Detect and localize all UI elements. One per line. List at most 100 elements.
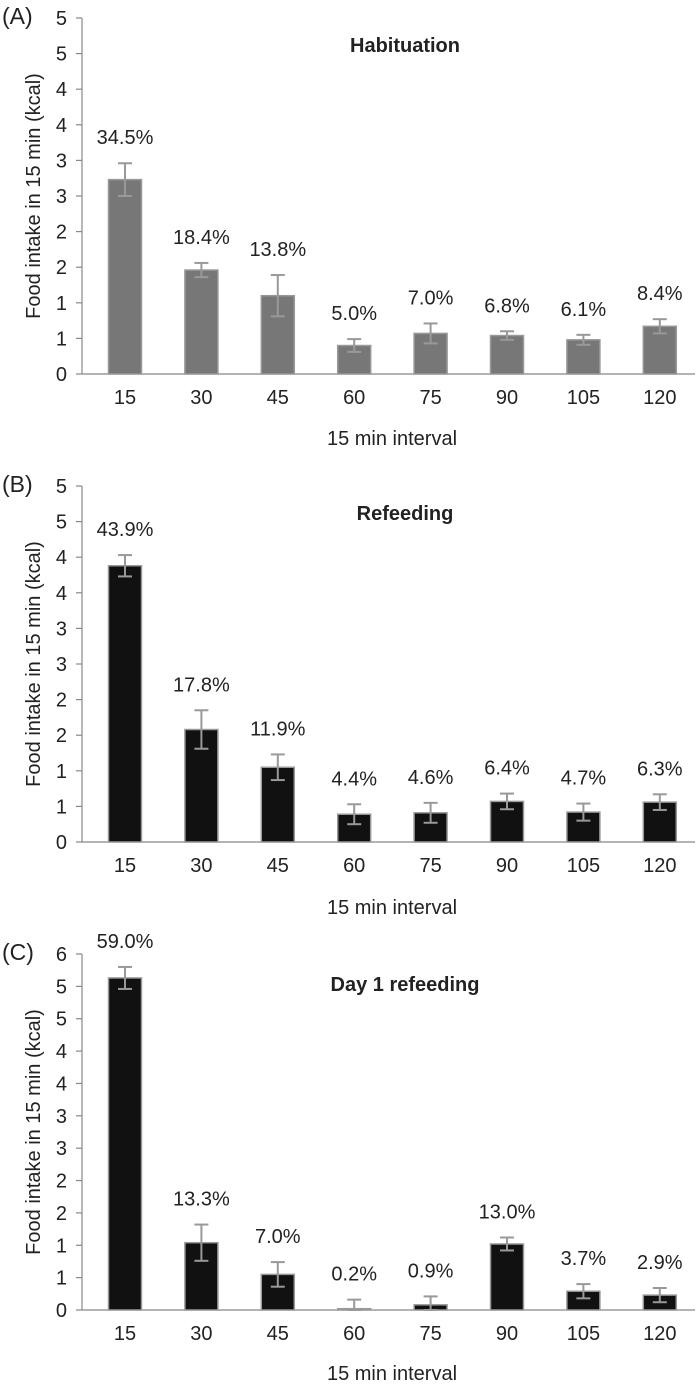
error-bar [576, 802, 591, 822]
bar [107, 564, 143, 843]
error-bar [652, 1286, 667, 1304]
percent-label: 2.9% [637, 1252, 683, 1274]
error-bar [576, 1283, 591, 1300]
y-tick-label: 5 [56, 44, 67, 66]
panel-label: (C) [2, 939, 34, 965]
y-tick-label: 4 [56, 1041, 67, 1063]
error-bar [118, 965, 132, 990]
percent-label: 0.9% [408, 1260, 454, 1282]
x-tick-label: 60 [343, 387, 365, 409]
percent-label: 34.5% [97, 127, 154, 149]
y-tick-label: 1 [56, 1268, 67, 1290]
y-tick-label: 3 [56, 618, 67, 640]
chart-title: Day 1 refeeding [331, 974, 480, 996]
y-tick-label: 5 [56, 512, 67, 534]
x-tick-label: 75 [419, 855, 441, 877]
y-tick-label: 1 [56, 293, 67, 315]
error-bar [652, 793, 667, 811]
y-tick-label: 4 [56, 583, 67, 605]
percent-label: 3.7% [561, 1248, 607, 1270]
percent-label: 0.2% [331, 1264, 377, 1286]
panel-label: (A) [2, 3, 33, 29]
y-tick-label: 0 [56, 364, 67, 386]
bar [489, 1243, 525, 1311]
x-tick-label: 90 [496, 1323, 518, 1345]
bar [184, 728, 219, 843]
percent-label: 13.0% [479, 1202, 536, 1224]
percent-label: 7.0% [408, 287, 454, 309]
error-bar [347, 803, 362, 826]
y-tick-label: 2 [56, 222, 67, 244]
y-tick-label: 5 [56, 1009, 67, 1031]
y-tick-label: 1 [56, 1235, 67, 1257]
percent-label: 18.4% [173, 227, 230, 249]
y-tick-label: 0 [56, 1300, 67, 1322]
x-tick-label: 30 [190, 1323, 212, 1345]
error-bar [347, 338, 362, 353]
y-tick-label: 2 [56, 1203, 67, 1225]
error-bar [194, 261, 209, 279]
y-tick-label: 4 [56, 79, 67, 101]
x-tick-label: 120 [643, 855, 676, 877]
error-bar [347, 1298, 362, 1311]
percent-label: 13.8% [249, 239, 306, 261]
x-tick-label: 90 [496, 387, 518, 409]
x-axis-label: 15 min interval [327, 897, 457, 919]
error-bar [118, 162, 132, 197]
error-bar [500, 792, 514, 811]
x-tick-label: 15 [114, 1323, 136, 1345]
error-bar [270, 1261, 285, 1288]
y-tick-label: 4 [56, 1073, 67, 1095]
x-tick-label: 105 [567, 1323, 600, 1345]
y-tick-label: 4 [56, 547, 67, 569]
percent-label: 5.0% [331, 303, 377, 325]
bar [107, 178, 143, 375]
y-tick-label: 5 [56, 476, 67, 498]
y-tick-label: 3 [56, 186, 67, 208]
y-tick-label: 1 [56, 761, 67, 783]
error-bar [500, 330, 514, 341]
x-tick-label: 105 [567, 387, 600, 409]
percent-label: 4.4% [331, 768, 377, 790]
x-axis-label: 15 min interval [327, 428, 457, 450]
y-tick-label: 1 [56, 328, 67, 350]
percent-label: 4.7% [561, 768, 607, 790]
x-tick-label: 105 [567, 855, 600, 877]
percent-label: 6.3% [637, 758, 683, 780]
percent-label: 11.9% [250, 718, 305, 740]
y-tick-label: 2 [56, 1171, 67, 1193]
error-bar [118, 554, 132, 578]
y-tick-label: 2 [56, 690, 67, 712]
percent-label: 59.0% [97, 931, 154, 953]
y-tick-label: 5 [56, 976, 67, 998]
error-bar [576, 333, 591, 346]
percent-label: 13.3% [173, 1189, 230, 1211]
y-tick-label: 6 [56, 944, 67, 966]
y-tick-label: 3 [56, 654, 67, 676]
bar [184, 269, 219, 375]
y-tick-label: 5 [56, 8, 67, 30]
x-tick-label: 120 [643, 1323, 676, 1345]
x-tick-label: 60 [343, 1323, 365, 1345]
error-bar [194, 1223, 209, 1262]
x-tick-label: 15 [114, 387, 136, 409]
x-tick-label: 30 [190, 855, 212, 877]
error-bar [500, 1236, 514, 1252]
x-axis-label: 15 min interval [327, 1363, 457, 1385]
x-tick-label: 30 [190, 387, 212, 409]
percent-label: 4.6% [408, 767, 454, 789]
y-tick-label: 3 [56, 150, 67, 172]
percent-label: 7.0% [255, 1226, 301, 1248]
y-tick-label: 0 [56, 832, 67, 854]
x-tick-label: 75 [419, 1323, 441, 1345]
error-bar [423, 801, 438, 824]
percent-label: 6.1% [561, 299, 607, 321]
x-tick-label: 45 [267, 855, 289, 877]
error-bar [652, 318, 667, 335]
y-tick-label: 2 [56, 257, 67, 279]
percent-label: 6.4% [484, 758, 530, 780]
